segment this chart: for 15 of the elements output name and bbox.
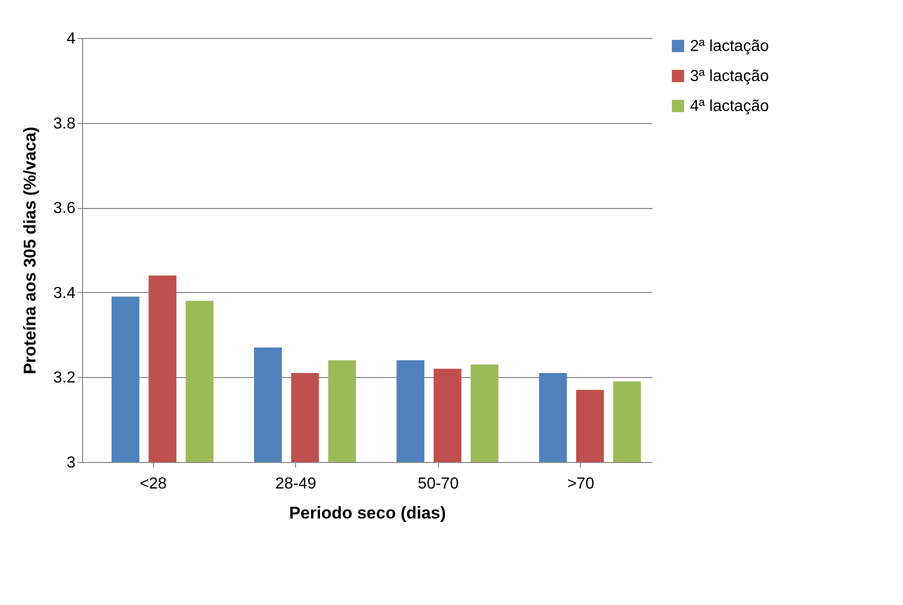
x-axis-title: Periodo seco (dias) — [289, 504, 446, 522]
legend-label: 3ª lactação — [690, 68, 769, 85]
x-tick-label: <28 — [140, 476, 167, 492]
legend-label: 2ª lactação — [690, 38, 769, 55]
y-tick-label: 3.2 — [53, 370, 76, 387]
y-axis-title: Proteína aos 305 dias (%/vaca) — [20, 126, 40, 374]
x-tick-label: >70 — [567, 476, 594, 492]
y-tick-label: 3.6 — [53, 200, 76, 218]
y-tick-label: 3.8 — [53, 115, 76, 132]
x-tick-label: 50-70 — [418, 476, 459, 492]
y-tick-label: 3.4 — [53, 284, 76, 302]
y-tick-label: 4 — [66, 30, 76, 48]
x-tick-label: 28-49 — [275, 476, 316, 492]
y-tick-label: 3 — [66, 454, 76, 472]
legend-label: 4ª lactação — [690, 98, 769, 115]
